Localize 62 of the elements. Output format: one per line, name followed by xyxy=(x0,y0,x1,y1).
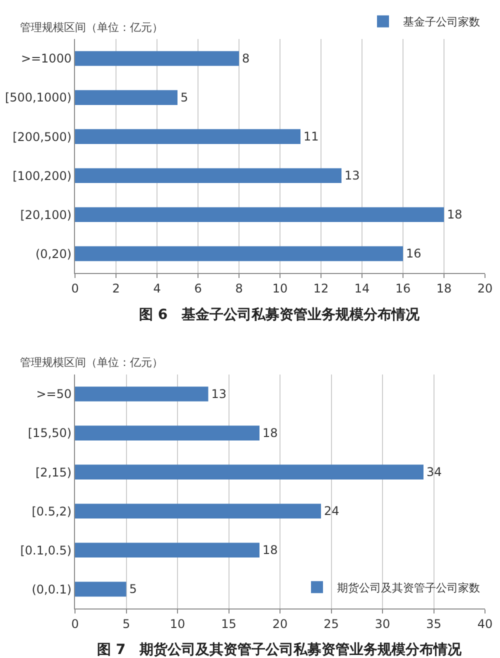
data-label: 18 xyxy=(262,426,278,440)
x-tick-label: 0 xyxy=(71,282,79,296)
bar xyxy=(75,129,300,144)
y-tick-label: (0,20) xyxy=(36,246,72,261)
x-tick-label: 18 xyxy=(436,282,452,296)
bar xyxy=(75,207,444,222)
y-tick-label: [0.1,0.5) xyxy=(20,543,72,558)
x-tick-label: 10 xyxy=(170,617,186,632)
bar xyxy=(75,386,208,402)
data-label: 5 xyxy=(180,90,188,105)
x-tick-label: 20 xyxy=(272,617,288,632)
x-tick-label: 35 xyxy=(426,617,442,632)
y-tick-label: >=50 xyxy=(36,387,72,402)
x-tick-label: 16 xyxy=(395,282,411,296)
bar xyxy=(75,464,424,480)
y-tick-label: [2,15) xyxy=(36,465,72,480)
legend-label: 期货公司及其资管子公司家数 xyxy=(337,581,480,594)
x-tick-label: 10 xyxy=(272,282,288,296)
text: 图 7 期货公司及其资管子公司私募资管业务规模分布情况 xyxy=(97,642,463,658)
y-tick-label: [500,1000) xyxy=(4,90,72,105)
data-label: 18 xyxy=(447,208,462,222)
y-tick-label: [20,100) xyxy=(20,208,72,222)
data-label: 13 xyxy=(211,386,227,401)
bar xyxy=(75,542,260,558)
x-tick-label: 30 xyxy=(374,617,390,632)
y-axis-title: 管理规模区间（单位：亿元） xyxy=(20,356,163,369)
data-label: 16 xyxy=(406,246,422,261)
x-tick-label: 20 xyxy=(477,282,493,296)
y-tick-label: [15,50) xyxy=(28,426,72,440)
x-tick-label: 15 xyxy=(221,617,236,632)
x-tick-label: 8 xyxy=(235,282,243,296)
bar xyxy=(75,426,260,440)
x-tick-label: 25 xyxy=(324,617,339,632)
y-axis-title: 管理规模区间（单位：亿元） xyxy=(20,21,163,34)
x-tick-label: 4 xyxy=(153,282,161,296)
x-tick-label: 6 xyxy=(194,282,202,296)
data-label: 11 xyxy=(304,130,319,144)
x-tick-label: 0 xyxy=(71,617,79,632)
bar xyxy=(75,90,178,105)
x-tick-label: 5 xyxy=(122,617,130,632)
bar xyxy=(75,582,126,597)
data-label: 5 xyxy=(129,582,137,596)
y-tick-label: >=1000 xyxy=(20,52,72,66)
data-label: 13 xyxy=(344,168,360,183)
x-tick-label: 40 xyxy=(477,617,493,632)
bar xyxy=(75,168,342,184)
y-tick-label: [100,200) xyxy=(12,168,72,183)
data-label: 8 xyxy=(242,52,250,66)
data-label: 34 xyxy=(426,465,442,480)
bar xyxy=(75,51,239,66)
x-tick-label: 12 xyxy=(313,282,329,296)
bar xyxy=(75,246,403,262)
data-label: 24 xyxy=(324,504,340,518)
y-tick-label: [0.5,2) xyxy=(32,504,72,518)
y-tick-label: (0,0.1) xyxy=(32,582,72,596)
text: 图 6 基金子公司私募资管业务规模分布情况 xyxy=(139,307,421,323)
data-label: 18 xyxy=(262,543,278,558)
x-tick-label: 2 xyxy=(112,282,120,296)
bar xyxy=(75,504,321,519)
x-tick-label: 14 xyxy=(354,282,370,296)
legend-label: 基金子公司家数 xyxy=(403,16,480,29)
y-tick-label: [200,500) xyxy=(12,130,72,144)
